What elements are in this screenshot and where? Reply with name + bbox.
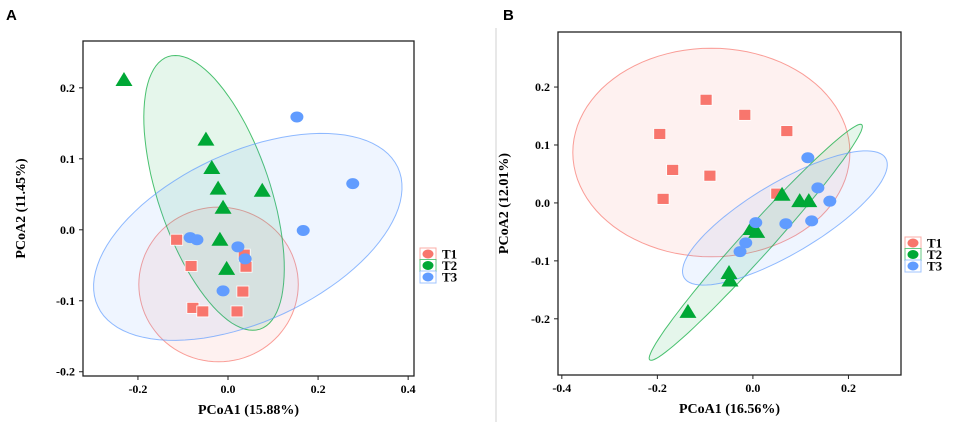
point-t2 [720,265,738,280]
x-tick-label: -0.2 [648,381,667,395]
point-t1 [170,233,184,246]
point-t2 [211,231,229,246]
point-t2 [203,160,221,175]
point-t1 [780,125,794,137]
plot-frame [557,31,902,376]
y-tick-label: 0.2 [535,80,550,94]
legend-label-t2: T2 [442,258,457,273]
legend-label-t1: T1 [442,247,457,262]
point-t2 [214,199,232,214]
y-tick-label: 0.1 [535,138,550,152]
panel-a: -0.2 0.0 0.2 0.4 0.2 0.1 0.0 -0.1 -0.2 PCoA1 (15.… [14,40,458,418]
confidence-ellipse-t3 [93,132,403,341]
plot-frame [82,40,415,377]
x-tick-label: -0.4 [552,381,571,395]
point-t3 [739,237,753,249]
point-t2 [800,193,818,208]
point-t2 [209,180,227,195]
confidence-ellipse-t1 [138,206,299,363]
x-tick-label: -0.2 [128,382,147,396]
point-t2 [197,131,215,146]
point-t1 [653,128,667,140]
x-axis-label: PCoA1 (15.88%) [198,403,299,418]
point-t1 [699,93,713,106]
x-axis-label: PCoA1 (16.56%) [679,402,780,417]
point-t3 [823,195,837,207]
point-t1 [184,260,198,272]
y-tick-label: -0.2 [56,365,75,379]
legend-marker-t2 [422,261,434,270]
point-t2 [748,223,766,238]
panel-a-letter: A [6,7,17,24]
y-tick-label: -0.1 [531,254,550,268]
point-t2 [253,182,271,197]
legend-marker-t1 [422,249,434,259]
point-t2 [721,272,739,287]
y-tick-label: -0.2 [531,312,550,326]
point-t3 [238,253,252,265]
legend-marker-t2 [907,250,919,259]
point-t1 [230,305,244,318]
y-tick-label: 0.1 [60,152,75,166]
y-tick-label: 0.0 [535,196,550,210]
x-tick-label: 0.0 [221,382,236,396]
x-tick-label: 0.0 [745,381,760,395]
point-t1 [656,192,670,205]
point-t1 [666,163,680,176]
y-axis-label: PCoA2 (12.01%) [497,153,512,254]
point-t3 [733,246,747,258]
x-tick-label: 0.2 [311,382,326,396]
legend-marker-t1 [907,238,919,248]
point-t1 [703,169,717,182]
point-t3 [290,111,304,123]
point-t3 [805,215,819,227]
point-t2 [773,186,791,201]
point-t3 [779,218,793,230]
point-t3 [346,178,360,190]
panel-b: -0.4 -0.2 0.0 0.2 0.2 0.1 0.0 -0.1 -0.2 PCoA1 (16… [497,31,943,417]
legend-label-t3: T3 [442,270,458,285]
y-tick-label: 0.2 [60,81,75,95]
point-t3 [190,234,204,246]
y-axis-label: PCoA2 (11.45%) [14,158,29,259]
legend-label-t2: T2 [927,247,942,262]
point-t2 [115,72,133,87]
panel-b-letter: B [503,7,514,24]
point-t2 [218,260,236,275]
legend-label-t3: T3 [927,259,943,274]
confidence-ellipse-t1 [572,47,851,258]
legend-marker-t3 [907,261,919,271]
legend-marker-t3 [422,272,434,282]
point-t3 [216,285,230,297]
point-t2 [679,303,697,318]
point-t3 [231,241,245,253]
point-t3 [811,182,825,194]
point-t1 [236,285,250,298]
y-tick-label: 0.0 [60,223,75,237]
y-tick-label: -0.1 [56,294,75,308]
point-t3 [801,152,815,164]
x-tick-label: 0.2 [841,381,856,395]
point-t1 [196,305,210,318]
point-t1 [738,108,752,121]
point-t3 [749,217,763,229]
legend-label-t1: T1 [927,236,942,251]
x-tick-label: 0.4 [401,382,416,396]
point-t3 [296,225,310,237]
